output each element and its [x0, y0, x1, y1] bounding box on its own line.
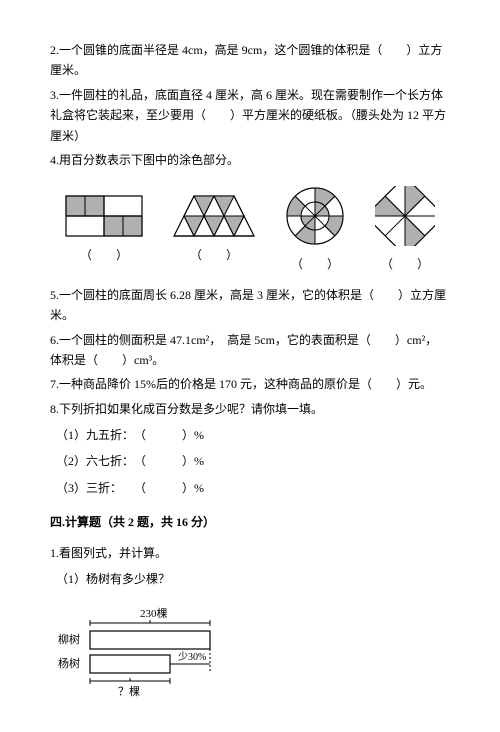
question-6: 6.一个圆柱的侧面积是 47.1cm²， 高是 5cm，它的表面积是（ ）cm²… [50, 330, 450, 371]
bar-diagram: 230棵 柳树 杨树 少30% ？棵 [50, 605, 450, 711]
page-body: 2.一个圆锥的底面半径是 4cm，高是 9cm，这个圆锥的体积是（ ）立方厘米。… [0, 0, 500, 732]
question-2: 2.一个圆锥的底面半径是 4cm，高是 9cm，这个圆锥的体积是（ ）立方厘米。 [50, 40, 450, 81]
question-5: 5.一个圆柱的底面周长 6.28 厘米，高是 3 厘米，它的体积是（ ）立方厘米… [50, 285, 450, 326]
figure-diamond: （ ） [375, 186, 435, 274]
figures-row: （ ） （ [50, 186, 450, 274]
unknown-label: ？棵 [118, 684, 140, 698]
calc-q1: 1.看图列式，并计算。 [50, 543, 450, 563]
question-3: 3.一件圆柱的礼品，底面直径 4 厘米，高 6 厘米。现在需要制作一个长方体礼盒… [50, 85, 450, 146]
diff-label: 少30% [178, 651, 206, 663]
total-label: 230棵 [140, 606, 168, 620]
diamond-svg [375, 186, 435, 246]
circle-svg [285, 186, 345, 246]
calc-q1-1: （1）杨树有多少棵？ [56, 569, 450, 589]
question-8: 8.下列折扣如果化成百分数是多少呢？请你填一填。 [50, 399, 450, 419]
question-7: 7.一种商品降价 15%后的价格是 170 元，这种商品的原价是（ ）元。 [50, 374, 450, 394]
question-8-1: （1）九五折： （ ）% [56, 425, 450, 445]
trapezoid-svg [173, 195, 255, 237]
figure-caption-2: （ ） [190, 245, 238, 265]
figure-caption-4: （ ） [381, 254, 429, 274]
figure-caption-3: （ ） [291, 254, 339, 274]
bottom-bar-label: 杨树 [58, 656, 80, 670]
question-4: 4.用百分数表示下图中的涂色部分。 [50, 150, 450, 170]
section-4-title: 四.计算题（共 2 题，共 16 分） [50, 512, 450, 532]
figure-caption-1: （ ） [80, 245, 128, 265]
question-8-2: （2）六七折： （ ）% [56, 451, 450, 471]
question-8-3: （3）三折： （ ）% [56, 478, 450, 498]
figure-trapezoid: （ ） [173, 195, 255, 265]
bar-diagram-svg: 230棵 柳树 杨树 少30% ？棵 [50, 605, 250, 705]
figure-circle: （ ） [285, 186, 345, 274]
grid-svg [65, 195, 143, 237]
top-bar-label: 柳树 [58, 632, 80, 646]
figure-grid: （ ） [65, 195, 143, 265]
